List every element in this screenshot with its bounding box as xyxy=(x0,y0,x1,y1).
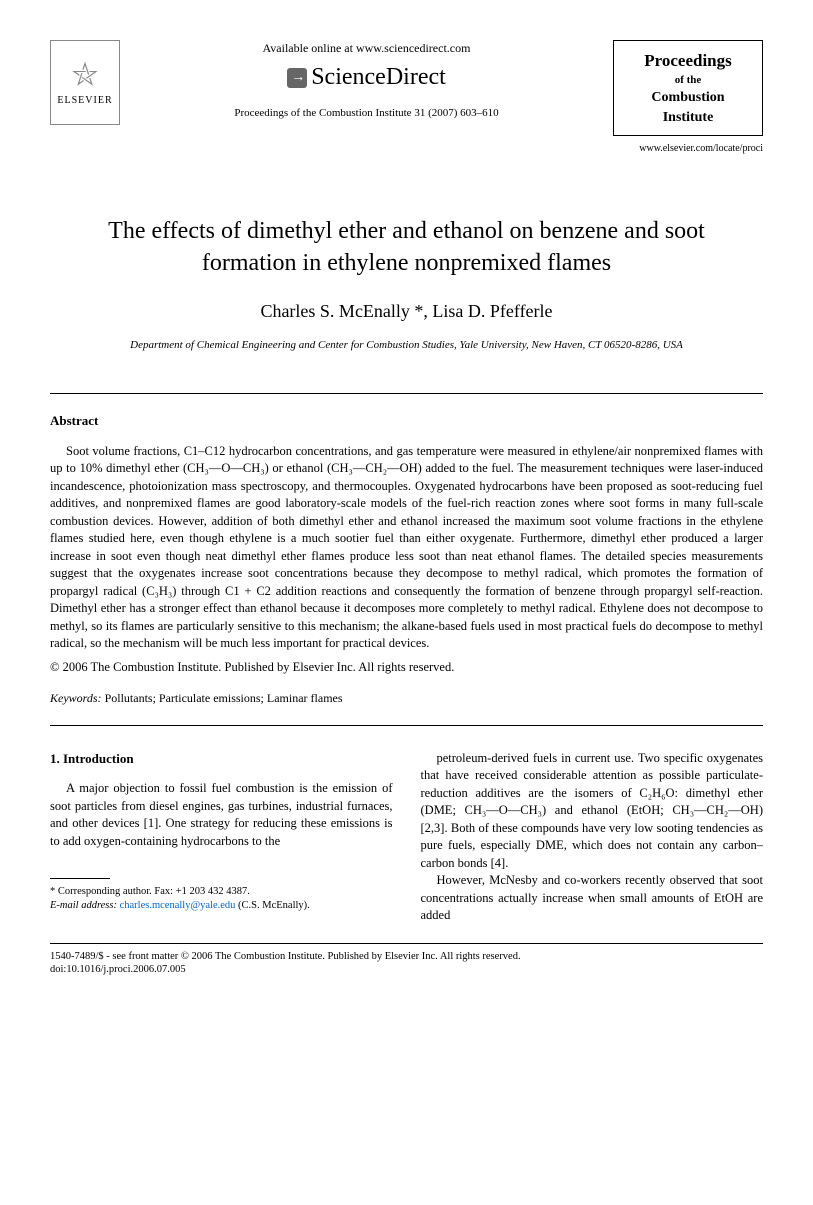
intro-right-p2: However, McNesby and co-workers recently… xyxy=(421,872,764,925)
elsevier-text: ELSEVIER xyxy=(57,94,112,108)
left-column: 1. Introduction A major objection to fos… xyxy=(50,750,393,925)
corresponding-author: * Corresponding author. Fax: +1 203 432 … xyxy=(50,885,393,899)
abstract-heading: Abstract xyxy=(50,412,763,430)
keywords-values: Pollutants; Particulate emissions; Lamin… xyxy=(105,691,343,705)
journal-ofthe: of the xyxy=(620,73,756,88)
journal-title-box: Proceedings of the Combustion Institute xyxy=(613,40,763,136)
journal-url: www.elsevier.com/locate/proci xyxy=(613,142,763,156)
footnote-block: * Corresponding author. Fax: +1 203 432 … xyxy=(50,885,393,912)
sciencedirect-icon xyxy=(287,68,307,88)
email-address[interactable]: charles.mcenally@yale.edu xyxy=(120,900,236,911)
authors: Charles S. McEnally *, Lisa D. Pfefferle xyxy=(50,299,763,324)
sciencedirect-text: ScienceDirect xyxy=(311,64,446,90)
journal-box-wrap: Proceedings of the Combustion Institute … xyxy=(613,40,763,186)
email-label: E-mail address: xyxy=(50,900,117,911)
journal-combustion: Combustion xyxy=(620,88,756,108)
footnote-separator xyxy=(50,878,110,879)
available-online-text: Available online at www.sciencedirect.co… xyxy=(140,40,593,57)
intro-left-p1: A major objection to fossil fuel combust… xyxy=(50,780,393,850)
email-line: E-mail address: charles.mcenally@yale.ed… xyxy=(50,899,393,913)
sciencedirect-brand: ScienceDirect xyxy=(140,61,593,95)
elsevier-logo: ⛥ ELSEVIER xyxy=(50,40,120,125)
journal-proceedings: Proceedings xyxy=(620,49,756,73)
footer-block: 1540-7489/$ - see front matter © 2006 Th… xyxy=(50,950,763,977)
elsevier-tree-icon: ⛥ xyxy=(72,58,98,90)
affiliation: Department of Chemical Engineering and C… xyxy=(50,338,763,353)
intro-right-p1: petroleum-derived fuels in current use. … xyxy=(421,750,764,873)
section-divider xyxy=(50,393,763,394)
paper-title: The effects of dimethyl ether and ethano… xyxy=(80,216,733,278)
footer-line2: doi:10.1016/j.proci.2006.07.005 xyxy=(50,963,763,977)
abstract-body: Soot volume fractions, C1–C12 hydrocarbo… xyxy=(50,443,763,653)
intro-heading: 1. Introduction xyxy=(50,750,393,768)
page-header: ⛥ ELSEVIER Available online at www.scien… xyxy=(50,40,763,186)
right-column: petroleum-derived fuels in current use. … xyxy=(421,750,764,925)
email-suffix: (C.S. McEnally). xyxy=(238,900,310,911)
keywords-line: Keywords: Pollutants; Particulate emissi… xyxy=(50,690,763,707)
center-header: Available online at www.sciencedirect.co… xyxy=(120,40,613,122)
journal-institute: Institute xyxy=(620,108,756,128)
footer-line1: 1540-7489/$ - see front matter © 2006 Th… xyxy=(50,950,763,964)
two-column-body: 1. Introduction A major objection to fos… xyxy=(50,750,763,925)
section-divider-2 xyxy=(50,725,763,726)
abstract-copyright: © 2006 The Combustion Institute. Publish… xyxy=(50,659,763,677)
citation-text: Proceedings of the Combustion Institute … xyxy=(140,106,593,121)
keywords-label: Keywords: xyxy=(50,691,102,705)
footer-separator xyxy=(50,943,763,944)
